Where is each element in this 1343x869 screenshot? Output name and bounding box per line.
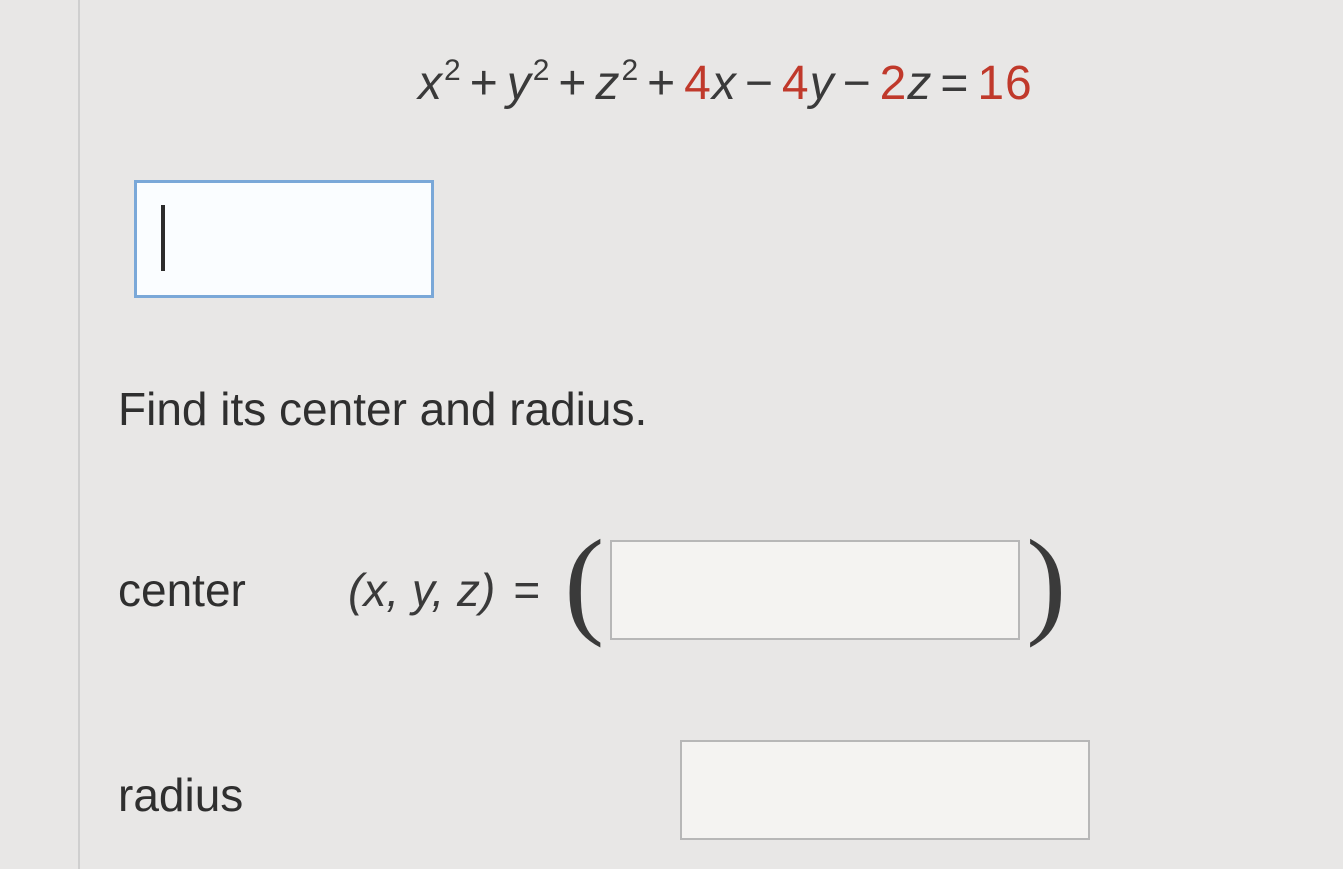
radius-row: radius [118,740,1218,850]
equation-term: z [907,57,932,110]
right-paren: ) [1026,522,1066,642]
equation-term: x [712,57,737,110]
operator: − [745,57,774,110]
equation-term: 4 [684,57,712,110]
left-margin-rule [78,0,80,869]
page: x2+y2+z2+4x−4y−2z=16 Find its center and… [0,0,1343,869]
left-paren: ( [564,522,604,642]
operator: + [558,57,587,110]
equation-term: 2 [880,57,908,110]
center-input[interactable] [610,540,1020,640]
radius-label: radius [118,768,278,822]
instruction-text: Find its center and radius. [118,382,647,436]
equation-term: y [507,57,532,110]
superscript: 2 [533,54,551,87]
equals-sign: = [513,564,540,616]
content-area: x2+y2+z2+4x−4y−2z=16 Find its center and… [118,0,1323,869]
sphere-equation: x2+y2+z2+4x−4y−2z=16 [418,56,1033,111]
standard-form-input[interactable] [134,180,434,298]
operator: = [940,57,969,110]
center-label: center [118,563,278,617]
equation-term: z [595,57,620,110]
center-var-label: (x, y, z)= [348,563,554,617]
equation-term: x [418,57,443,110]
text-cursor [161,205,165,271]
center-row: center (x, y, z)= ( ) [118,530,1066,650]
operator: − [843,57,872,110]
superscript: 2 [444,54,462,87]
operator: + [470,57,499,110]
operator: + [647,57,676,110]
superscript: 2 [621,54,639,87]
radius-input[interactable] [680,740,1090,840]
equation-term: 16 [977,57,1032,110]
equation-term: y [810,57,835,110]
equation-term: 4 [782,57,810,110]
